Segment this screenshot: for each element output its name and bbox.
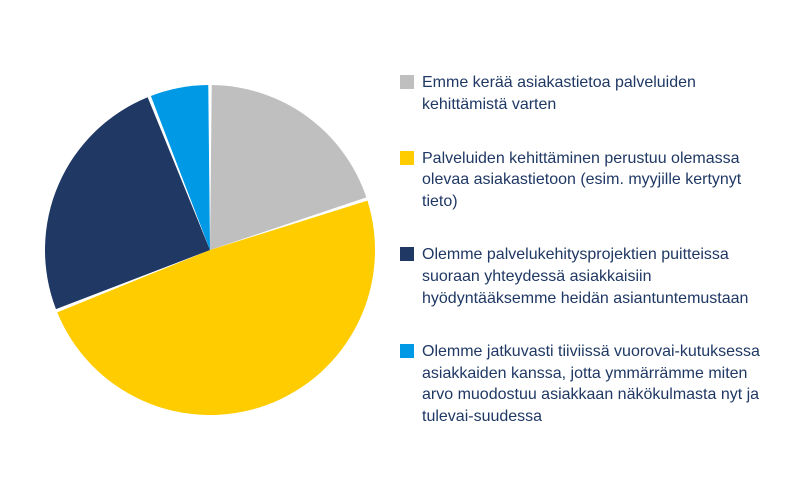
legend-label: Palveluiden kehittäminen perustuu olemas…	[422, 148, 773, 213]
legend-item: Olemme palvelukehitysprojektien puitteis…	[400, 244, 773, 309]
pie-chart-area	[40, 20, 380, 480]
legend-marker	[400, 75, 414, 89]
legend-item: Olemme jatkuvasti tiiviissä vuorovai-kut…	[400, 341, 773, 427]
legend-marker	[400, 247, 414, 261]
legend-marker	[400, 151, 414, 165]
legend-label: Emme kerää asiakastietoa palveluiden keh…	[422, 72, 773, 115]
legend-marker	[400, 344, 414, 358]
legend-label: Olemme palvelukehitysprojektien puitteis…	[422, 244, 773, 309]
pie-chart	[45, 85, 375, 415]
legend: Emme kerää asiakastietoa palveluiden keh…	[380, 62, 773, 437]
legend-item: Palveluiden kehittäminen perustuu olemas…	[400, 148, 773, 213]
legend-item: Emme kerää asiakastietoa palveluiden keh…	[400, 72, 773, 115]
legend-label: Olemme jatkuvasti tiiviissä vuorovai-kut…	[422, 341, 773, 427]
